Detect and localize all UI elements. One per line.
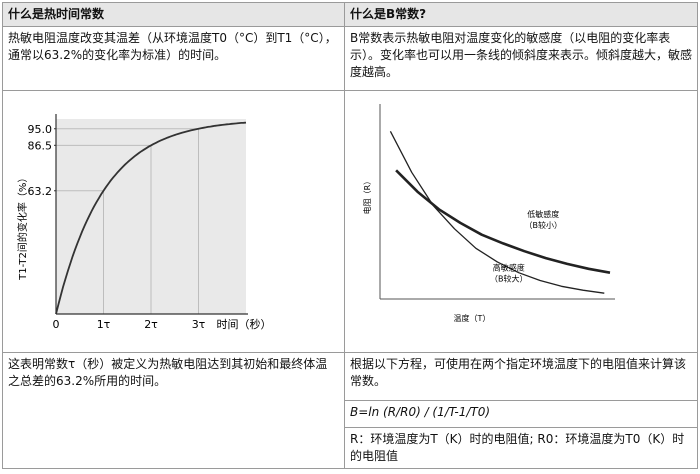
time-constant-chart: 63.2 86.5 95.0 0 1τ 2τ 3τ 时间（秒） T1-T2间的变化率（%） <box>16 114 272 331</box>
y-tick-label: 63.2 <box>28 185 53 198</box>
y-axis-label: T1-T2间的变化率（%） <box>16 173 29 281</box>
high-sensitivity-line <box>389 131 605 294</box>
right-header: 什么是B常数? <box>344 2 698 27</box>
x-tick-label: 2τ <box>144 318 158 331</box>
y-axis-label: 电阻（R） <box>362 177 372 215</box>
y-tick-label: 95.0 <box>28 123 53 136</box>
chart-axes-layer <box>54 114 248 315</box>
x-tick-label: 1τ <box>97 318 111 331</box>
high-sensitivity-label: 高敏感度 <box>493 263 525 273</box>
chart-grid-layer <box>56 128 199 314</box>
x-tick-label: 3τ <box>192 318 206 331</box>
chart-axes-layer <box>379 104 615 300</box>
left-header: 什么是热时间常数 <box>2 2 345 27</box>
left-description: 热敏电阻温度改变其温差（从环境温度T0（°C）到T1（°C），通常以63.2%的… <box>2 26 345 91</box>
chart-series-layer <box>55 121 247 315</box>
left-figure-cell: 63.2 86.5 95.0 0 1τ 2τ 3τ 时间（秒） T1-T2间的变化率（%） <box>2 90 345 353</box>
b-constant-chart: 低敏感度（B较小） 高敏感度（B较大） 温度（T） 电阻（R） <box>362 104 615 323</box>
chart-labels-layer: 63.2 86.5 95.0 0 1τ 2τ 3τ 时间（秒） T1-T2间的变化率（%） <box>16 123 272 331</box>
chart-labels-layer: 低敏感度（B较小） 高敏感度（B较大） 温度（T） 电阻（R） <box>362 177 562 323</box>
high-sensitivity-sublabel: （B较大） <box>490 274 528 284</box>
x-axis-label: 温度（T） <box>454 313 491 323</box>
info-table: 什么是热时间常数 什么是B常数? 热敏电阻温度改变其温差（从环境温度T0（°C）… <box>2 2 698 469</box>
response-curve <box>55 121 247 315</box>
right-figure-cell: 低敏感度 （B较小） 高敏感度 （B较大） 温度（T） 电阻（R） <box>344 90 698 353</box>
chart-series-layer <box>389 131 611 294</box>
b-formula: B=ln (R/R0) / (1/T-1/T0) <box>344 400 698 428</box>
low-sensitivity-sublabel: （B较小） <box>525 220 563 230</box>
x-axis-label: 时间（秒） <box>217 317 272 331</box>
x-tick-label: 0 <box>53 318 60 331</box>
low-sensitivity-label: 低敏感度 <box>527 209 559 219</box>
formula-note: R：环境温度为T（K）时的电阻值; R0：环境温度为T0（K）时的电阻值 <box>344 427 698 469</box>
right-footer: 根据以下方程，可使用在两个指定环境温度下的电阻值来计算该常数。 <box>344 352 698 401</box>
y-tick-label: 86.5 <box>28 139 53 152</box>
low-sensitivity-line <box>395 169 611 274</box>
right-description: B常数表示热敏电阻对温度变化的敏感度（以电阻的变化率表示）。变化率也可以用一条线… <box>344 26 698 91</box>
left-footer: 这表明常数τ（秒）被定义为热敏电阻达到其初始和最终体温之总差的63.2%所用的时… <box>2 352 345 469</box>
